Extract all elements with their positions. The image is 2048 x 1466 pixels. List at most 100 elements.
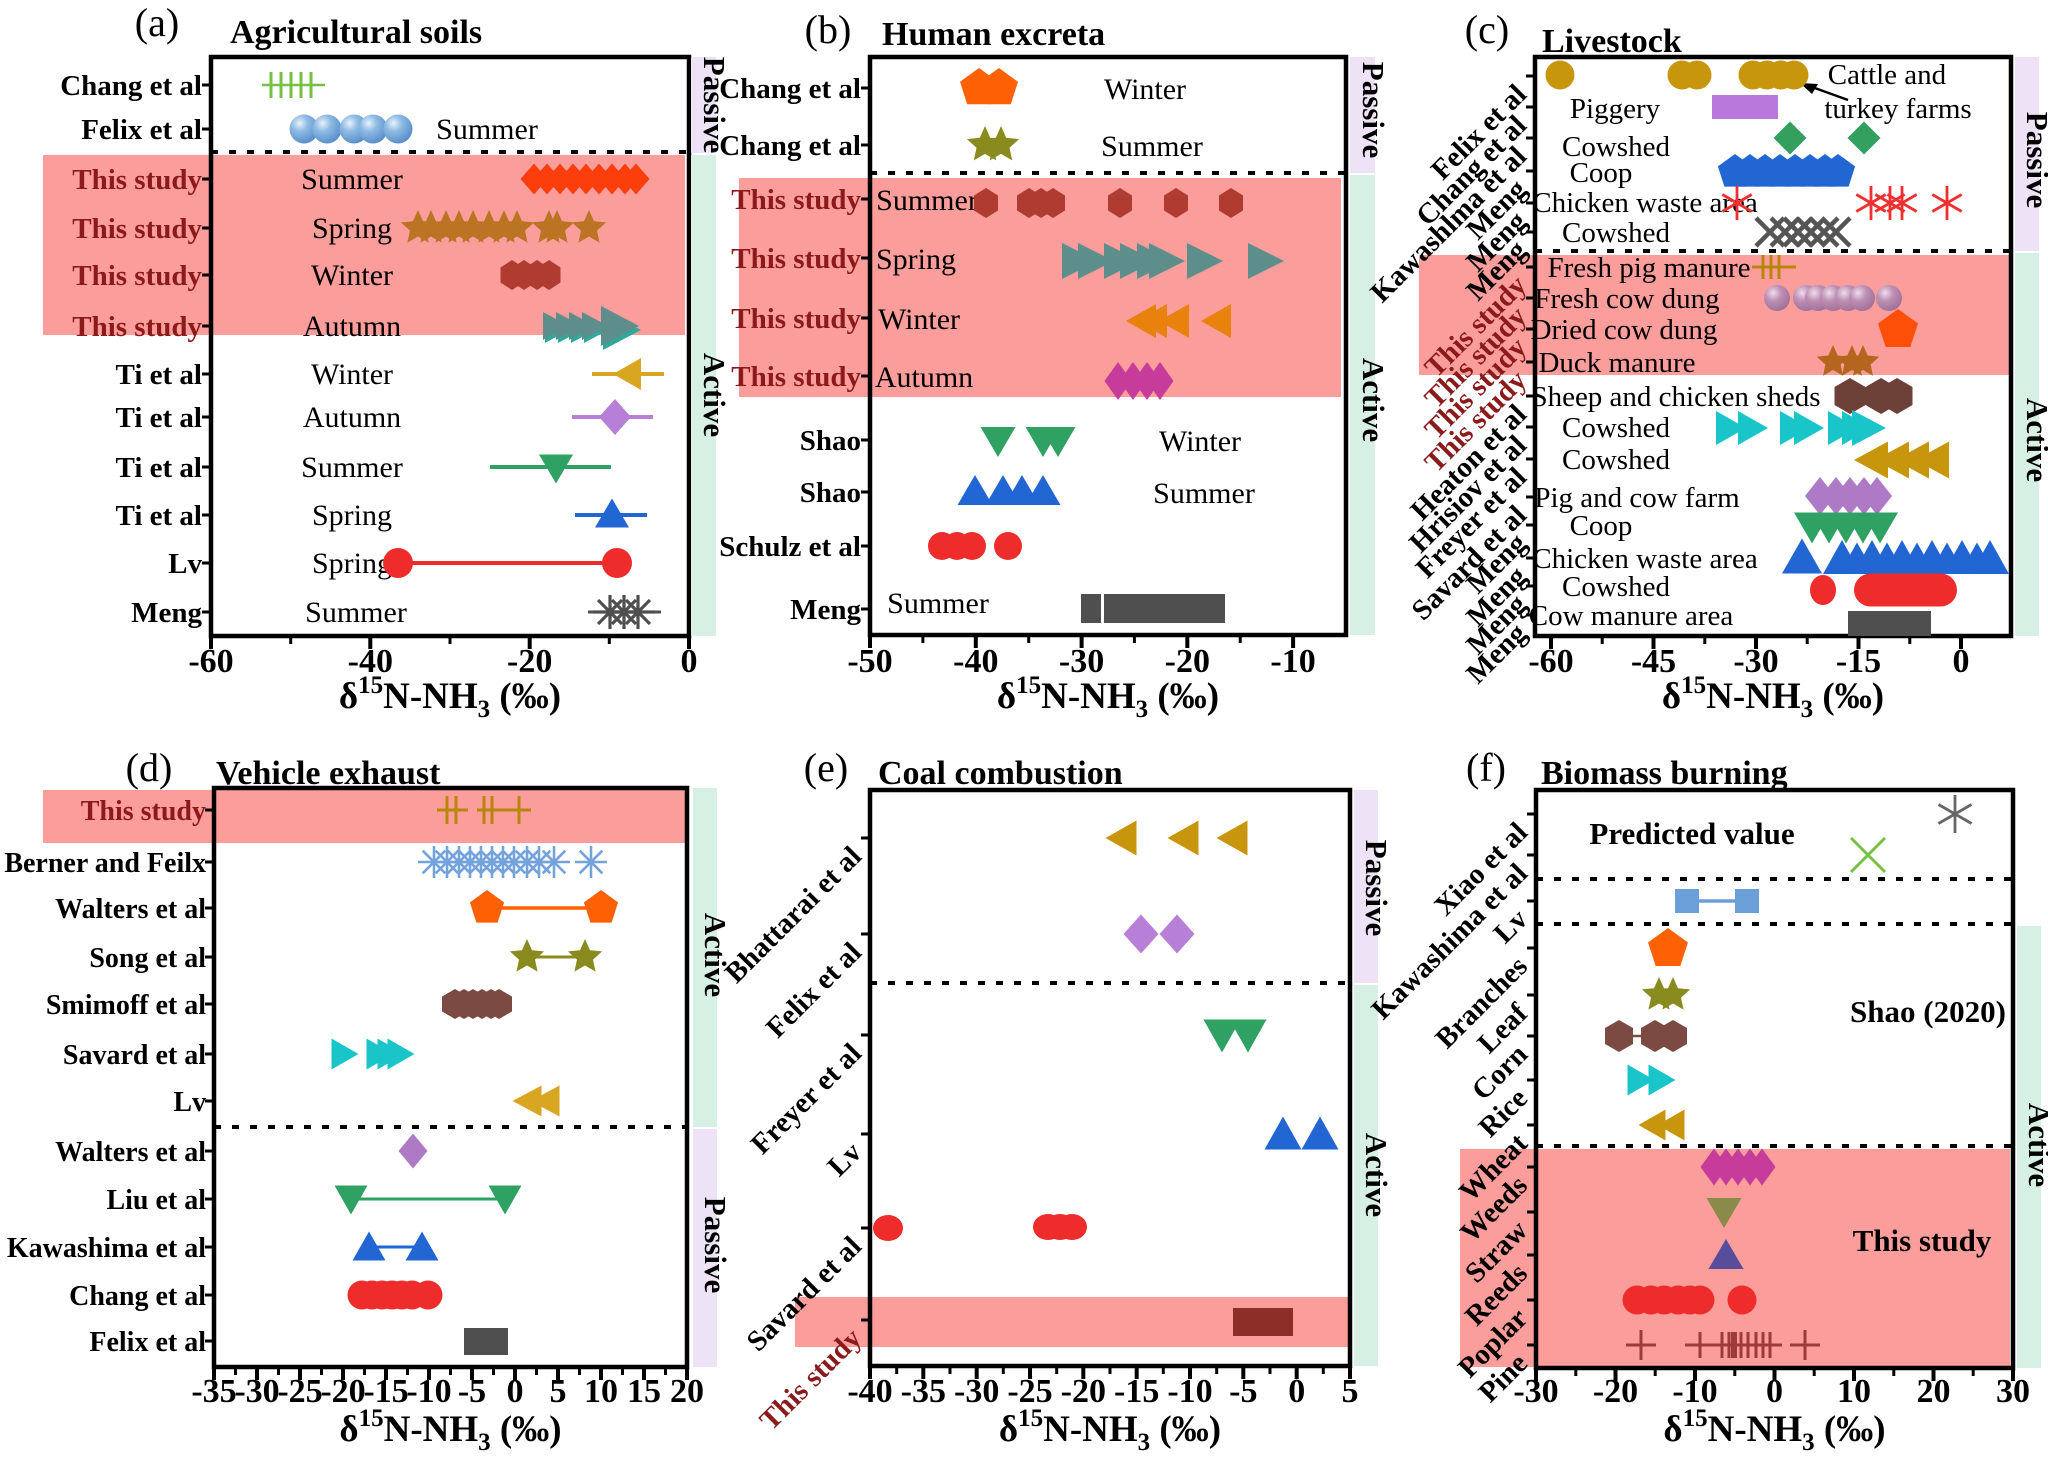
svg-text:Walters et al: Walters et al <box>55 894 206 925</box>
svg-text:Active: Active <box>2020 398 2048 482</box>
svg-text:This study: This study <box>731 184 861 216</box>
svg-text:15: 15 <box>627 1373 661 1410</box>
svg-text:-30: -30 <box>1513 1373 1558 1410</box>
svg-text:turkey farms: turkey farms <box>1824 93 1971 125</box>
svg-text:Chang et al: Chang et al <box>60 70 202 102</box>
svg-text:Winter: Winter <box>311 259 393 292</box>
svg-text:Ti et al: Ti et al <box>116 359 202 391</box>
svg-text:This study: This study <box>81 796 206 827</box>
svg-text:-10: -10 <box>1167 1373 1212 1410</box>
svg-text:Dried cow dung: Dried cow dung <box>1531 314 1718 346</box>
svg-text:Summer: Summer <box>876 184 978 217</box>
svg-text:Agricultural soils: Agricultural soils <box>230 14 482 51</box>
svg-text:-30: -30 <box>954 1373 999 1410</box>
svg-text:Summer: Summer <box>1153 477 1255 510</box>
svg-text:-15: -15 <box>1114 1373 1159 1410</box>
svg-text:Ti et al: Ti et al <box>116 452 202 484</box>
svg-text:This study: This study <box>731 361 861 393</box>
svg-text:Chang et al: Chang et al <box>719 130 861 162</box>
svg-text:-10: -10 <box>1672 1373 1717 1410</box>
svg-text:Human excreta: Human excreta <box>882 16 1105 53</box>
svg-text:Autumn: Autumn <box>303 310 401 343</box>
svg-text:-60: -60 <box>188 643 233 680</box>
svg-text:-40: -40 <box>953 643 998 680</box>
svg-text:Winter: Winter <box>311 358 393 391</box>
svg-text:δ15N-NH3 (‰): δ15N-NH3 (‰) <box>1663 1405 1885 1456</box>
svg-text:Summer: Summer <box>301 163 403 196</box>
svg-text:-35: -35 <box>901 1373 946 1410</box>
svg-text:Spring: Spring <box>312 499 392 532</box>
svg-text:Kawashima et al: Kawashima et al <box>7 1233 206 1264</box>
svg-text:Cow manure area: Cow manure area <box>1529 600 1734 632</box>
svg-text:(e): (e) <box>804 745 848 790</box>
svg-text:Winter: Winter <box>1104 73 1186 106</box>
svg-text:Schulz et al: Schulz et al <box>719 531 861 563</box>
svg-text:Ti et al: Ti et al <box>116 402 202 434</box>
svg-text:-50: -50 <box>847 643 892 680</box>
svg-text:-10: -10 <box>406 1373 451 1410</box>
svg-text:-20: -20 <box>1593 1373 1638 1410</box>
svg-text:Cowshed: Cowshed <box>1562 444 1670 476</box>
svg-text:Cowshed: Cowshed <box>1562 571 1670 603</box>
svg-text:0: 0 <box>1288 1373 1305 1410</box>
svg-text:(f): (f) <box>1466 745 1506 790</box>
svg-text:Coal combustion: Coal combustion <box>878 755 1123 792</box>
svg-text:This study: This study <box>731 303 861 335</box>
svg-text:Cattle and: Cattle and <box>1828 59 1947 91</box>
svg-text:Savard et al: Savard et al <box>63 1040 206 1071</box>
svg-text:Shao: Shao <box>800 477 861 509</box>
svg-text:Song et al: Song et al <box>89 943 206 974</box>
svg-text:-20: -20 <box>1165 643 1210 680</box>
svg-text:-15: -15 <box>363 1373 408 1410</box>
svg-text:Felix et al: Felix et al <box>81 114 202 146</box>
svg-text:Liu et al: Liu et al <box>106 1185 206 1216</box>
svg-text:-20: -20 <box>1061 1373 1106 1410</box>
svg-text:This study: This study <box>1853 1223 1992 1258</box>
svg-text:-20: -20 <box>320 1373 365 1410</box>
svg-text:-5: -5 <box>458 1373 486 1410</box>
svg-text:Summer: Summer <box>436 113 538 146</box>
svg-text:This study: This study <box>731 243 861 275</box>
svg-text:0: 0 <box>681 643 698 680</box>
svg-text:(a): (a) <box>135 0 179 45</box>
svg-text:δ15N-NH3 (‰): δ15N-NH3 (‰) <box>339 672 561 723</box>
svg-text:Summer: Summer <box>887 587 989 620</box>
svg-text:This study: This study <box>72 311 202 343</box>
svg-text:Active: Active <box>1359 1133 1394 1217</box>
svg-text:δ15N-NH3 (‰): δ15N-NH3 (‰) <box>997 672 1219 723</box>
svg-text:Vehicle exhaust: Vehicle exhaust <box>216 755 441 792</box>
svg-text:Cowshed: Cowshed <box>1562 217 1670 249</box>
svg-text:Shao (2020): Shao (2020) <box>1850 994 2006 1029</box>
svg-text:Spring: Spring <box>312 212 392 245</box>
svg-text:0: 0 <box>1766 1373 1783 1410</box>
svg-text:Winter: Winter <box>878 303 960 336</box>
svg-text:Fresh pig manure: Fresh pig manure <box>1548 252 1751 284</box>
svg-text:Active: Active <box>697 353 732 437</box>
svg-text:Coop: Coop <box>1570 510 1633 542</box>
svg-text:Predicted value: Predicted value <box>1589 816 1794 851</box>
svg-text:Summer: Summer <box>305 596 407 629</box>
svg-text:-35: -35 <box>191 1373 236 1410</box>
svg-text:10: 10 <box>584 1373 618 1410</box>
svg-text:0: 0 <box>507 1373 524 1410</box>
svg-text:Spring: Spring <box>312 547 392 580</box>
svg-text:This study: This study <box>72 164 202 196</box>
svg-text:20: 20 <box>670 1373 704 1410</box>
svg-text:δ15N-NH3 (‰): δ15N-NH3 (‰) <box>1662 672 1884 723</box>
svg-text:Chang et al: Chang et al <box>719 73 861 105</box>
svg-text:(d): (d) <box>126 745 173 790</box>
svg-text:Coop: Coop <box>1570 157 1633 189</box>
svg-text:-40: -40 <box>348 643 393 680</box>
svg-text:30: 30 <box>1996 1373 2030 1410</box>
svg-text:-45: -45 <box>1631 643 1676 680</box>
svg-text:Cowshed: Cowshed <box>1562 412 1670 444</box>
svg-text:This study: This study <box>72 213 202 245</box>
svg-text:20: 20 <box>1917 1373 1951 1410</box>
svg-text:Passive: Passive <box>2020 112 2048 208</box>
svg-text:Biomass burning: Biomass burning <box>1541 755 1788 792</box>
svg-text:Passive: Passive <box>698 1197 733 1293</box>
svg-text:Summer: Summer <box>1101 130 1203 163</box>
svg-text:-10: -10 <box>1270 643 1315 680</box>
svg-text:Berner and Feilx: Berner and Feilx <box>4 848 206 879</box>
svg-text:Active: Active <box>698 913 733 997</box>
